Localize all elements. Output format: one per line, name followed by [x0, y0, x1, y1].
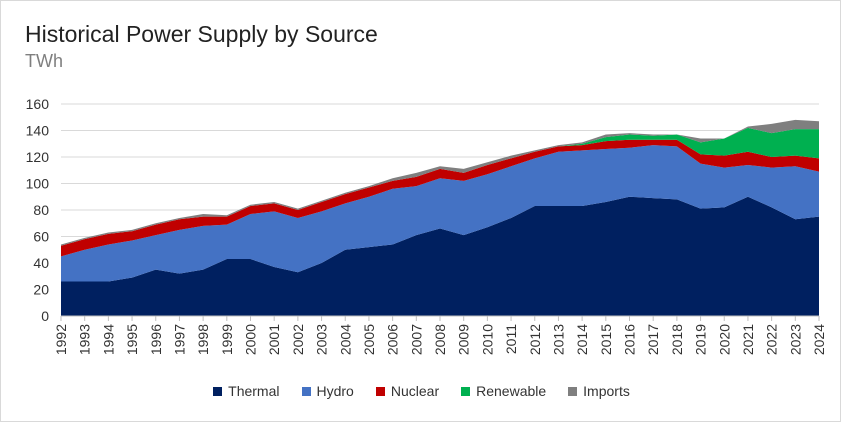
x-tick-label: 1996 — [148, 324, 164, 355]
x-tick-label: 2010 — [479, 324, 495, 355]
chart-subtitle: TWh — [25, 51, 63, 71]
area-hydro — [61, 145, 819, 282]
x-tick-label: 2013 — [550, 324, 566, 355]
x-tick-label: 2005 — [361, 324, 377, 355]
x-tick-label: 2012 — [527, 324, 543, 355]
x-tick-label: 2008 — [432, 324, 448, 355]
legend-item-hydro: Hydro — [301, 383, 354, 399]
x-tick-label: 1999 — [219, 324, 235, 355]
x-tick-label: 2024 — [811, 324, 827, 355]
y-tick-label: 140 — [26, 123, 50, 139]
x-tick-label: 2001 — [266, 324, 282, 355]
x-tick-label: 2014 — [574, 324, 590, 355]
x-tick-label: 1997 — [171, 324, 187, 355]
x-tick-label: 2011 — [503, 324, 519, 354]
legend-item-renewable: Renewable — [461, 383, 546, 399]
y-tick-label: 100 — [26, 176, 50, 192]
x-tick-label: 2022 — [764, 324, 780, 355]
x-tick-label: 2019 — [693, 324, 709, 355]
legend-label: Imports — [583, 383, 630, 399]
x-tick-label: 2004 — [337, 324, 353, 355]
x-tick-label: 1998 — [195, 324, 211, 355]
x-tick-label: 2017 — [645, 324, 661, 355]
x-tick-label: 2002 — [290, 324, 306, 355]
legend-item-nuclear: Nuclear — [375, 383, 440, 399]
x-tick-label: 2023 — [787, 324, 803, 355]
y-tick-label: 120 — [26, 149, 50, 165]
legend-item-imports: Imports — [568, 383, 630, 399]
legend-label: Thermal — [228, 383, 280, 399]
x-tick-label: 2020 — [716, 324, 732, 355]
legend-label: Renewable — [476, 383, 547, 399]
legend-swatch — [301, 386, 311, 396]
legend: Thermal Hydro Nuclear Renewable Imports — [1, 383, 840, 399]
x-tick-label: 2015 — [598, 324, 614, 355]
chart-title: Historical Power Supply by Source — [25, 21, 378, 47]
x-tick-label: 2006 — [385, 324, 401, 355]
x-tick-label: 1992 — [53, 324, 69, 355]
x-tick-label: 2016 — [622, 324, 638, 355]
x-tick-label: 1995 — [124, 324, 140, 355]
legend-swatch — [213, 386, 223, 396]
area-renewable — [61, 127, 819, 246]
y-tick-label: 0 — [41, 308, 49, 324]
y-tick-label: 60 — [33, 229, 49, 245]
x-tick-label: 2018 — [669, 324, 685, 355]
area-thermal — [61, 196, 819, 316]
x-tick-label: 2009 — [456, 324, 472, 355]
x-tick-label: 1993 — [77, 324, 93, 355]
legend-swatch — [375, 386, 385, 396]
y-tick-label: 80 — [33, 202, 49, 218]
x-tick-label: 1994 — [100, 324, 116, 355]
y-tick-label: 20 — [33, 282, 49, 298]
legend-swatch — [568, 386, 578, 396]
x-tick-label: 2021 — [740, 324, 756, 355]
legend-label: Nuclear — [390, 383, 440, 399]
x-tick-label: 2007 — [408, 324, 424, 355]
legend-item-thermal: Thermal — [213, 383, 280, 399]
x-tick-label: 2003 — [314, 324, 330, 355]
y-tick-label: 160 — [26, 96, 50, 112]
x-tick-label: 2000 — [243, 324, 259, 355]
legend-label: Hydro — [316, 383, 354, 399]
y-tick-label: 40 — [33, 255, 49, 271]
legend-swatch — [461, 386, 471, 396]
